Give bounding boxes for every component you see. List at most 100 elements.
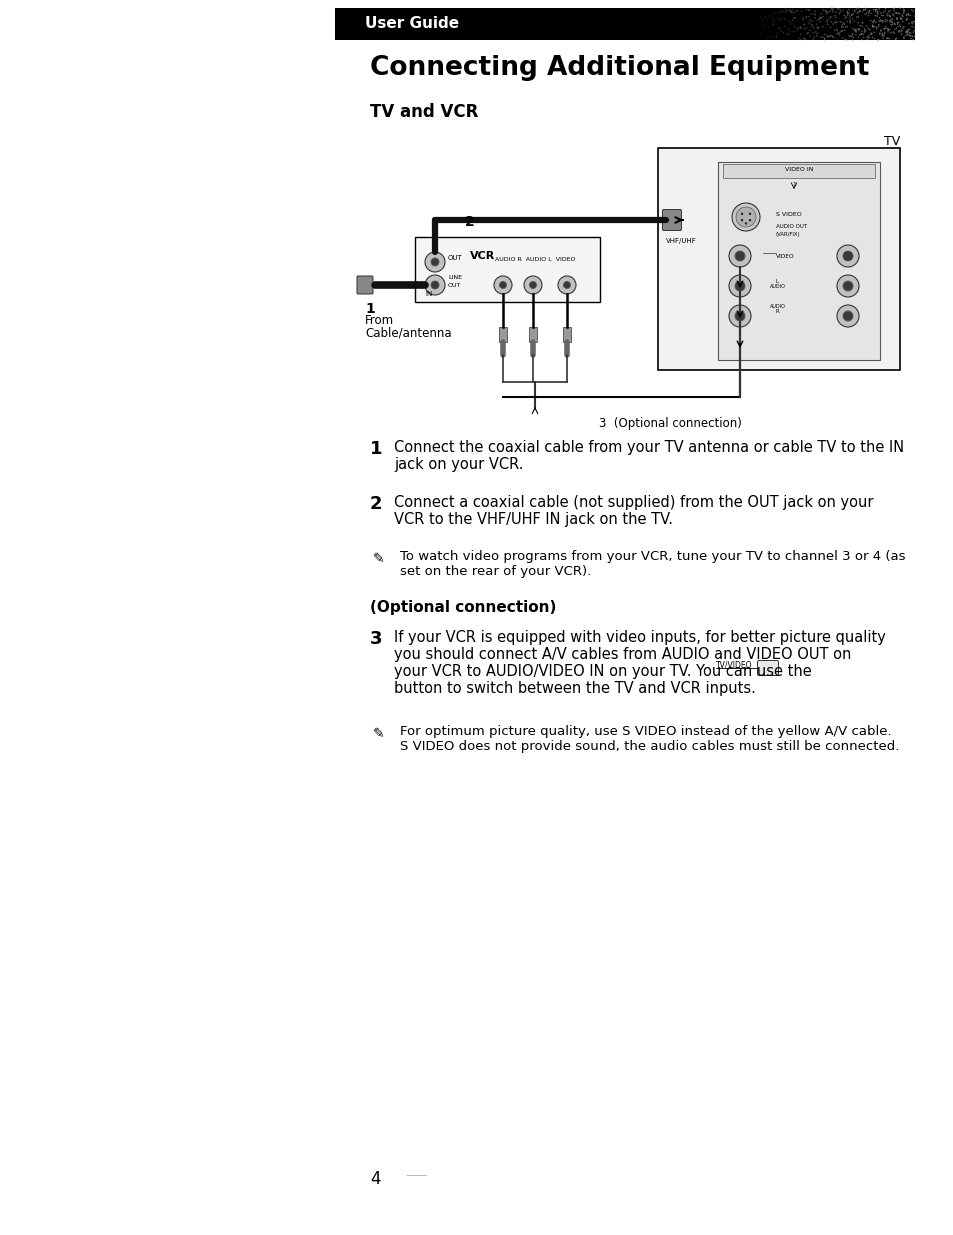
Circle shape — [894, 38, 895, 40]
Circle shape — [895, 27, 897, 28]
Text: LINE: LINE — [448, 275, 461, 280]
Circle shape — [851, 28, 853, 30]
Circle shape — [913, 36, 915, 37]
Circle shape — [835, 28, 837, 30]
Text: IN: IN — [425, 291, 433, 296]
Circle shape — [825, 20, 827, 21]
Circle shape — [744, 222, 746, 225]
Circle shape — [869, 20, 871, 21]
Circle shape — [825, 14, 827, 15]
Circle shape — [895, 38, 896, 40]
Text: User Guide: User Guide — [365, 16, 458, 31]
Circle shape — [815, 23, 817, 25]
Circle shape — [734, 282, 744, 291]
Circle shape — [862, 28, 864, 30]
Circle shape — [829, 10, 830, 12]
Text: 2: 2 — [464, 215, 475, 228]
Circle shape — [837, 32, 839, 35]
Circle shape — [861, 26, 862, 27]
Circle shape — [908, 15, 910, 16]
Circle shape — [855, 9, 856, 10]
Circle shape — [836, 275, 858, 296]
Circle shape — [791, 20, 793, 21]
Circle shape — [890, 21, 891, 22]
Circle shape — [820, 37, 821, 38]
Circle shape — [805, 9, 807, 10]
Circle shape — [900, 30, 902, 31]
Circle shape — [842, 251, 852, 261]
Circle shape — [854, 30, 856, 32]
Circle shape — [884, 27, 886, 30]
Circle shape — [816, 32, 817, 35]
Circle shape — [792, 17, 794, 19]
Circle shape — [891, 14, 893, 15]
Circle shape — [790, 11, 791, 12]
Circle shape — [836, 245, 858, 267]
Circle shape — [804, 17, 806, 19]
Circle shape — [871, 37, 872, 38]
Circle shape — [893, 32, 894, 33]
Text: R: R — [775, 309, 779, 314]
Circle shape — [799, 38, 801, 41]
Circle shape — [816, 20, 818, 21]
Circle shape — [878, 9, 880, 10]
Circle shape — [822, 37, 824, 40]
Circle shape — [885, 14, 887, 15]
Circle shape — [819, 17, 821, 19]
Circle shape — [799, 26, 801, 28]
Circle shape — [889, 32, 891, 33]
Circle shape — [836, 21, 837, 23]
Circle shape — [795, 11, 797, 12]
Circle shape — [879, 32, 880, 35]
Circle shape — [856, 12, 858, 14]
Circle shape — [798, 37, 799, 40]
Circle shape — [909, 22, 911, 23]
Circle shape — [780, 11, 781, 14]
Circle shape — [785, 11, 786, 12]
Bar — [722, 164, 874, 178]
Circle shape — [842, 23, 843, 25]
Circle shape — [812, 27, 814, 28]
Circle shape — [808, 36, 810, 37]
Circle shape — [902, 10, 904, 11]
Circle shape — [807, 16, 809, 17]
Circle shape — [853, 21, 854, 22]
Circle shape — [857, 30, 859, 31]
Circle shape — [843, 38, 845, 41]
Circle shape — [847, 35, 849, 36]
Text: VCR: VCR — [470, 251, 495, 261]
Circle shape — [778, 27, 780, 28]
Circle shape — [857, 28, 858, 30]
Circle shape — [857, 22, 858, 23]
Circle shape — [822, 33, 824, 35]
Circle shape — [855, 31, 856, 32]
Text: you should connect A/V cables from AUDIO and VIDEO OUT on: you should connect A/V cables from AUDIO… — [394, 647, 850, 662]
Circle shape — [834, 15, 835, 16]
Circle shape — [811, 26, 812, 27]
Circle shape — [844, 40, 846, 41]
Circle shape — [862, 37, 863, 38]
Circle shape — [898, 30, 900, 32]
Circle shape — [866, 15, 868, 16]
Circle shape — [848, 21, 850, 22]
Circle shape — [778, 19, 779, 21]
Bar — [335, 7, 914, 40]
Circle shape — [802, 23, 804, 25]
Text: button to switch between the TV and VCR inputs.: button to switch between the TV and VCR … — [394, 680, 755, 697]
Circle shape — [843, 17, 845, 19]
Circle shape — [904, 32, 906, 33]
Text: For optimum picture quality, use S VIDEO instead of the yellow A/V cable.
S VIDE: For optimum picture quality, use S VIDEO… — [399, 725, 899, 753]
Circle shape — [867, 10, 869, 11]
Circle shape — [906, 31, 907, 32]
Circle shape — [812, 32, 814, 33]
Circle shape — [803, 38, 805, 40]
Circle shape — [800, 27, 801, 28]
Text: your VCR to AUDIO/VIDEO IN on your TV. You can use the: your VCR to AUDIO/VIDEO IN on your TV. Y… — [394, 664, 816, 679]
Text: (VAR/FIX): (VAR/FIX) — [775, 232, 800, 237]
Circle shape — [857, 16, 859, 17]
Circle shape — [809, 12, 811, 15]
Circle shape — [892, 10, 894, 11]
Circle shape — [858, 11, 859, 12]
Circle shape — [876, 15, 877, 17]
Circle shape — [900, 19, 902, 20]
